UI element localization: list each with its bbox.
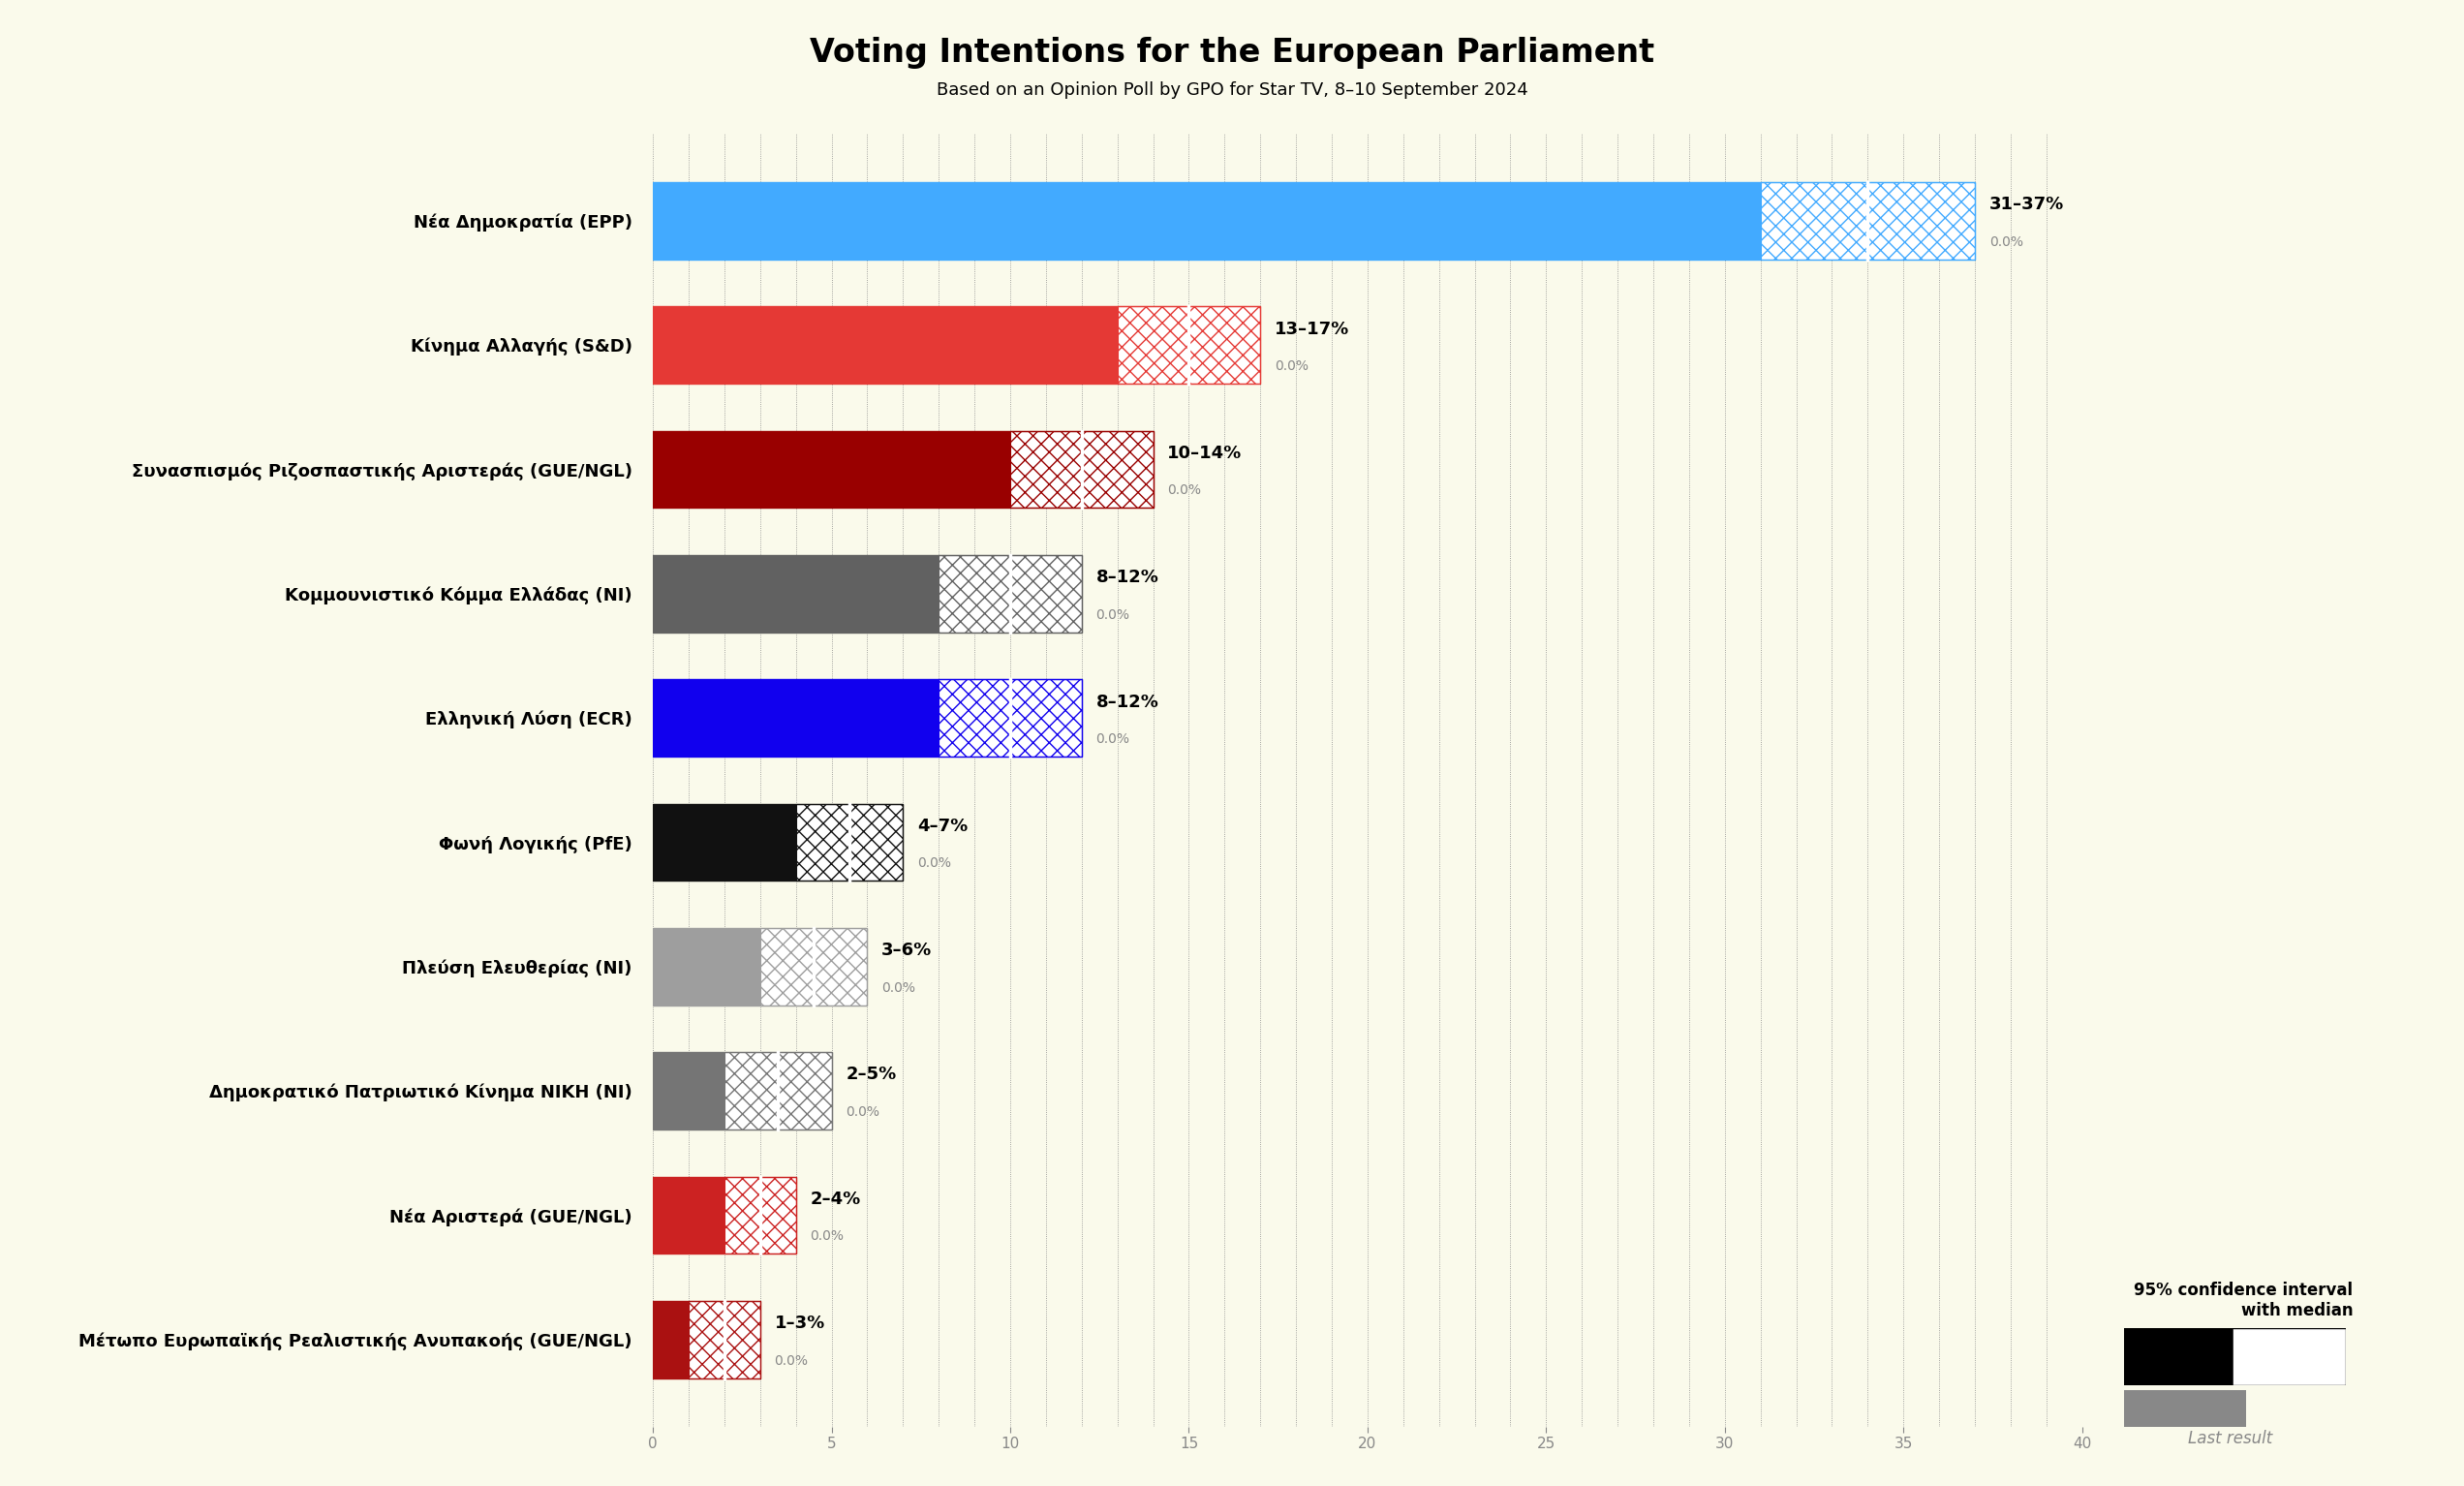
- Bar: [2235, 1328, 2346, 1385]
- Bar: [653, 1177, 761, 1254]
- Bar: [1759, 183, 1976, 259]
- Text: 0.0%: 0.0%: [774, 1354, 808, 1367]
- Bar: [653, 679, 1010, 756]
- Bar: [653, 1052, 779, 1129]
- Bar: [1119, 306, 1262, 383]
- Bar: [724, 1177, 796, 1254]
- Bar: [653, 306, 1190, 383]
- Text: Based on an Opinion Poll by GPO for Star TV, 8–10 September 2024: Based on an Opinion Poll by GPO for Star…: [936, 82, 1528, 100]
- Bar: [653, 804, 850, 881]
- Text: 95% confidence interval
with median: 95% confidence interval with median: [2134, 1281, 2353, 1320]
- Bar: [653, 929, 813, 1005]
- Bar: [939, 679, 1082, 756]
- Bar: [653, 1302, 724, 1378]
- Bar: [796, 804, 904, 881]
- Bar: [2235, 1328, 2346, 1385]
- Bar: [653, 804, 904, 881]
- Text: 0.0%: 0.0%: [845, 1106, 880, 1119]
- Text: 0.0%: 0.0%: [1096, 608, 1131, 621]
- Bar: [653, 431, 1082, 508]
- Bar: [1010, 431, 1153, 508]
- Text: 31–37%: 31–37%: [1988, 196, 2065, 214]
- Text: 0.0%: 0.0%: [1274, 360, 1308, 373]
- Bar: [653, 1177, 796, 1254]
- Text: 10–14%: 10–14%: [1168, 444, 1242, 462]
- Text: 2–4%: 2–4%: [811, 1190, 860, 1208]
- Bar: [653, 183, 1976, 259]
- Bar: [796, 804, 904, 881]
- Bar: [690, 1302, 761, 1378]
- Text: Last result: Last result: [2188, 1430, 2272, 1447]
- Bar: [653, 929, 867, 1005]
- Bar: [724, 1052, 833, 1129]
- Text: 4–7%: 4–7%: [917, 817, 968, 835]
- Bar: [653, 1302, 761, 1378]
- Bar: [939, 679, 1082, 756]
- Text: Voting Intentions for the European Parliament: Voting Intentions for the European Parli…: [811, 37, 1653, 70]
- Text: 2–5%: 2–5%: [845, 1065, 897, 1083]
- Bar: [761, 929, 867, 1005]
- Bar: [1119, 306, 1262, 383]
- Bar: [724, 1177, 796, 1254]
- Text: 13–17%: 13–17%: [1274, 319, 1350, 337]
- Bar: [653, 431, 1153, 508]
- Bar: [939, 556, 1082, 632]
- Bar: [1010, 431, 1153, 508]
- Bar: [653, 1052, 833, 1129]
- Text: 0.0%: 0.0%: [1168, 484, 1202, 498]
- Text: 0.0%: 0.0%: [811, 1229, 845, 1244]
- Bar: [653, 306, 1262, 383]
- Bar: [2124, 1328, 2235, 1385]
- Text: 0.0%: 0.0%: [882, 981, 917, 994]
- Text: 1–3%: 1–3%: [774, 1315, 825, 1331]
- Bar: [653, 556, 1010, 632]
- Bar: [653, 556, 1082, 632]
- Text: 0.0%: 0.0%: [917, 856, 951, 871]
- Text: 8–12%: 8–12%: [1096, 692, 1158, 710]
- Bar: [653, 183, 1868, 259]
- Bar: [939, 556, 1082, 632]
- Bar: [690, 1302, 761, 1378]
- Text: 0.0%: 0.0%: [1096, 733, 1131, 746]
- Bar: [761, 929, 867, 1005]
- Bar: [724, 1052, 833, 1129]
- Text: 8–12%: 8–12%: [1096, 569, 1158, 587]
- Bar: [1759, 183, 1976, 259]
- Bar: [653, 679, 1082, 756]
- Text: 3–6%: 3–6%: [882, 942, 931, 958]
- Text: 0.0%: 0.0%: [1988, 235, 2023, 248]
